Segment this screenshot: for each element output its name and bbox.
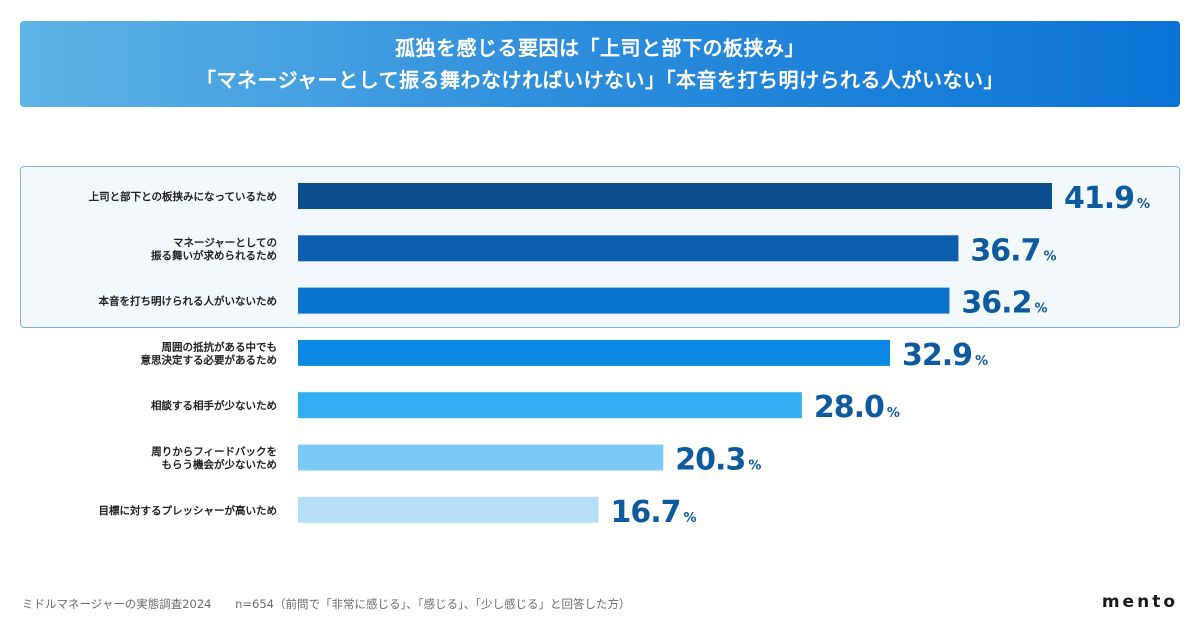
- bar: [298, 183, 1052, 209]
- bar: [298, 287, 950, 314]
- category-label: 本音を打ち明けられる人がいないため: [99, 295, 278, 308]
- value-label: 32.9%: [902, 338, 988, 373]
- bar: [298, 392, 802, 419]
- value-label: 28.0%: [814, 390, 900, 425]
- category-label: 周りからフィードバックをもらう機会が少ないため: [151, 446, 277, 471]
- footer-source: ミドルマネージャーの実態調査2024 n=654（前問で「非常に感じる」、「感じ…: [22, 596, 651, 612]
- value-label: 36.7%: [970, 233, 1056, 268]
- survey-name: ミドルマネージャーの実態調査2024: [22, 597, 212, 611]
- bar: [298, 496, 599, 523]
- bar: [298, 235, 959, 262]
- category-label: 周囲の抵抗がある中でも意思決定する必要があるため: [141, 340, 278, 366]
- value-label: 16.7%: [611, 495, 697, 530]
- value-label: 20.3%: [675, 443, 761, 478]
- bar: [298, 444, 664, 471]
- value-label: 36.2%: [961, 286, 1047, 321]
- bar: [298, 339, 891, 366]
- title-line-2: 「マネージャーとして振る舞わなければいけない」「本音を打ち明けられる人がいない」: [196, 68, 1004, 92]
- category-label: マネージャーとしての振る舞いが求められるため: [151, 237, 277, 262]
- sample-note: n=654（前問で「非常に感じる」、「感じる」、「少し感じる」と回答した方）: [235, 597, 631, 611]
- value-label: 41.9%: [1064, 181, 1150, 216]
- category-label: 目標に対するプレッシャーが高いため: [99, 504, 278, 517]
- title-banner: 孤独を感じる要因は「上司と部下の板挟み」 「マネージャーとして振る舞わなければい…: [20, 21, 1180, 107]
- category-label: 上司と部下との板挟みになっているため: [89, 190, 277, 203]
- title-line-1: 孤独を感じる要因は「上司と部下の板挟み」: [395, 36, 805, 60]
- category-label: 相談する相手が少ないため: [151, 399, 277, 412]
- mento-logo: mento: [1101, 592, 1178, 612]
